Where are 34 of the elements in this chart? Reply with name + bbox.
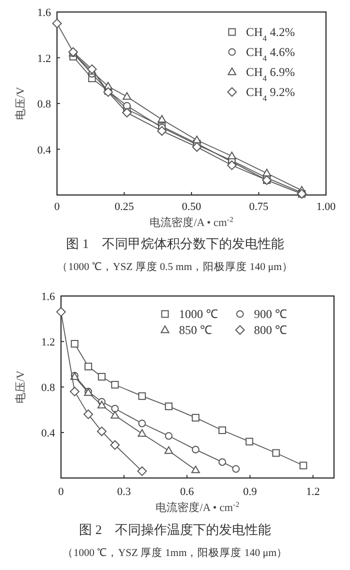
y-tick-label: 0.4 <box>37 144 52 156</box>
text: （1000 ℃，YSZ 厚度 1mm，阳极厚度 140 μm） <box>62 546 288 559</box>
y-tick-label: 1.6 <box>37 7 52 19</box>
text: 图 1 不同甲烷体积分数下的发电性能 <box>66 236 284 251</box>
y-tick-label: 0.8 <box>37 98 52 110</box>
x-tick-label: 0 <box>54 201 60 213</box>
x-tick-label: 0.6 <box>180 486 194 498</box>
legend-label: 1000 ℃ <box>179 307 218 321</box>
legend-label: 800 ℃ <box>254 323 287 337</box>
x-tick-label: 1.2 <box>306 486 320 498</box>
text: （1000 ℃，YSZ 厚度 0.5 mm，阳极厚度 140 μm） <box>57 260 293 273</box>
legend-label: CH$_{4}$ 9.2% <box>246 85 295 102</box>
x-tick-label: 0.9 <box>243 486 258 498</box>
y-tick-label: 1.6 <box>41 291 56 303</box>
legend-label: 900 ℃ <box>254 307 287 321</box>
legend-label: 850 ℃ <box>179 323 212 337</box>
x-tick-label: 0.3 <box>117 486 132 498</box>
x-tick-label: 0 <box>58 486 64 498</box>
x-tick-label: 0.75 <box>249 201 269 213</box>
y-tick-label: 1.2 <box>41 336 55 348</box>
x-tick-label: 1.00 <box>316 201 336 213</box>
x-tick-label: 0.50 <box>182 201 202 213</box>
x-axis-title: 电流密度/A • cm$^{-2}$ <box>150 214 234 229</box>
y-tick-label: 1.2 <box>37 52 51 65</box>
y-axis-title: 电压/V <box>14 370 27 404</box>
y-axis-title: 电压/V <box>14 86 27 120</box>
x-axis-title: 电流密度/A • cm$^{-2}$ <box>156 500 240 514</box>
y-tick-label: 0.4 <box>41 428 56 440</box>
text: 图 2 不同操作温度下的发电性能 <box>79 522 271 537</box>
legend-label: CH$_{4}$ 6.9% <box>246 65 295 82</box>
y-tick-label: 0.8 <box>41 382 56 394</box>
x-tick-label: 0.25 <box>114 201 134 213</box>
legend-label: CH$_{4}$ 4.6% <box>246 45 295 62</box>
legend-label: CH$_{4}$ 4.2% <box>246 25 295 42</box>
